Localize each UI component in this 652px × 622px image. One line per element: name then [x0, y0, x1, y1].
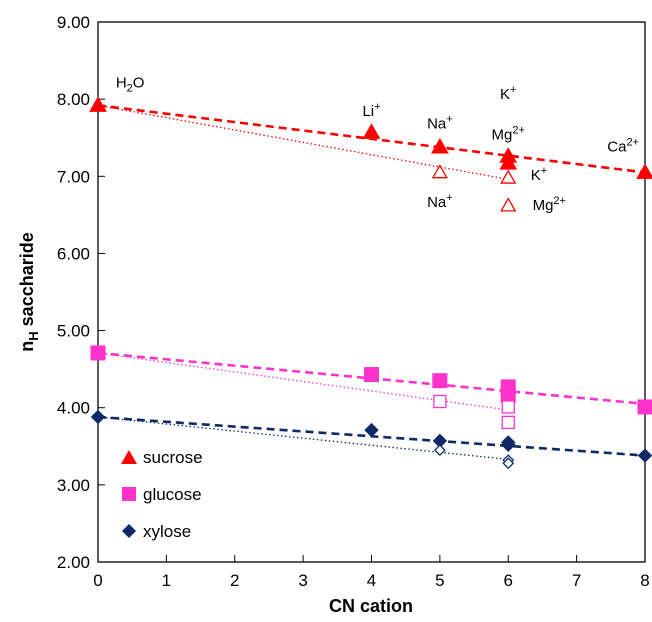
x-tick-label: 8 [640, 571, 649, 590]
point-sucrose [362, 123, 381, 139]
x-tick-label: 6 [504, 571, 513, 590]
y-tick-label: 3.00 [57, 476, 90, 495]
point-glucose [500, 387, 516, 403]
point-sucrose [89, 96, 107, 112]
point-open-xylose [433, 444, 446, 457]
y-tick-label: 8.00 [57, 90, 90, 109]
cation-label: Li+ [362, 101, 380, 120]
cation-label: Na+ [427, 192, 453, 211]
point-open-sucrose [500, 197, 517, 212]
point-open-sucrose [500, 169, 517, 184]
point-open-glucose [501, 400, 515, 414]
cation-label: H2O [116, 75, 145, 95]
y-tick-label: 6.00 [57, 244, 90, 263]
x-tick-label: 1 [162, 571, 171, 590]
legend-marker-sucrose [121, 450, 137, 464]
trend-line-dotted-sucrose [97, 104, 509, 181]
cation-labels: H2O Li+ Na+ K+ Mg2+ Ca2+ Na+ K+ Mg2+ [116, 75, 639, 215]
x-tick-label: 0 [93, 571, 102, 590]
legend: sucrose glucose xylose [121, 448, 203, 541]
point-glucose [90, 345, 106, 361]
cation-label: Ca2+ [607, 137, 639, 156]
point-open-xylose [502, 457, 515, 470]
point-glucose [432, 373, 448, 389]
x-axis: 0 1 2 3 4 5 6 7 8 [93, 555, 650, 590]
point-xylose [364, 422, 379, 438]
cation-label: Na+ [427, 113, 453, 132]
x-axis-title: CN cation [329, 596, 413, 616]
y-axis-title: nH saccharide [17, 232, 41, 351]
x-tick-label: 2 [230, 571, 239, 590]
legend-label-sucrose: sucrose [143, 448, 203, 467]
x-tick-label: 3 [298, 571, 307, 590]
point-open-glucose [433, 394, 447, 409]
trend-line-dotted-xylose [97, 416, 509, 461]
trend-line-sucrose [97, 104, 646, 174]
cation-label: Mg2+ [492, 124, 525, 143]
point-sucrose [431, 137, 449, 154]
point-xylose [90, 409, 106, 425]
legend-label-glucose: glucose [143, 485, 202, 504]
y-axis-title-main: n [17, 341, 37, 352]
point-xylose [501, 437, 516, 452]
point-open-sucrose [431, 164, 448, 179]
data-points [89, 96, 652, 470]
point-xylose [637, 448, 652, 463]
y-tick-label: 7.00 [57, 167, 90, 186]
point-sucrose [499, 154, 518, 170]
cation-label: K+ [531, 165, 547, 184]
x-tick-label: 7 [572, 571, 581, 590]
cation-label: Mg2+ [533, 195, 566, 214]
x-tick-label: 4 [367, 571, 376, 590]
y-tick-label: 2.00 [57, 553, 90, 572]
point-glucose [637, 399, 652, 415]
trend-lines [97, 104, 646, 461]
point-glucose [364, 367, 379, 383]
legend-marker-xylose [122, 524, 136, 538]
y-tick-label: 9.00 [57, 13, 90, 32]
x-tick-label: 5 [435, 571, 444, 590]
y-tick-label: 4.00 [57, 399, 90, 418]
y-tick-label: 5.00 [57, 322, 90, 341]
point-sucrose [636, 163, 652, 179]
point-open-glucose [501, 415, 515, 430]
legend-label-xylose: xylose [143, 522, 191, 541]
y-axis-title-rest: saccharide [17, 232, 37, 331]
y-axis-title-sub: H [26, 331, 41, 340]
legend-marker-glucose [122, 487, 136, 501]
y-axis: 2.00 3.00 4.00 5.00 6.00 7.00 8.00 9.00 [57, 13, 105, 572]
cation-label: K+ [500, 84, 516, 103]
